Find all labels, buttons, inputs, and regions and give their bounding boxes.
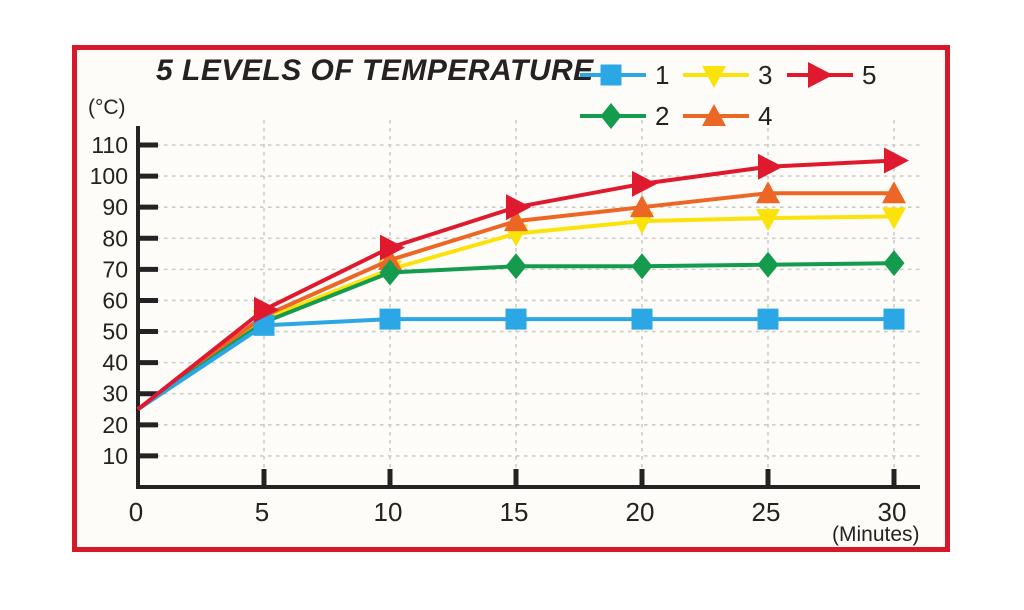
diamond-marker-icon	[883, 250, 905, 277]
x-tick-label: 0	[129, 497, 143, 527]
legend-label: 4	[758, 101, 773, 131]
legend-item-2: 2	[580, 101, 669, 131]
arrow-right-marker-icon	[632, 170, 657, 197]
triangle-up-marker-icon	[702, 104, 726, 126]
y-tick-label: 90	[102, 194, 128, 220]
y-tick-label: 80	[102, 225, 128, 251]
triangle-down-marker-icon	[756, 209, 780, 232]
x-axis-unit-label: (Minutes)	[832, 523, 920, 546]
arrow-right-marker-icon	[758, 153, 783, 180]
x-tick-label: 5	[255, 497, 269, 527]
triangle-down-marker-icon	[702, 66, 726, 88]
y-tick-label: 10	[102, 443, 128, 469]
y-tick-label: 100	[90, 163, 128, 189]
arrow-right-marker-icon	[506, 194, 531, 221]
triangle-up-marker-icon	[756, 181, 780, 204]
legend: 1 3 5 2 4	[580, 60, 940, 150]
triangle-down-marker-icon	[630, 212, 654, 235]
y-tick-label: 20	[102, 412, 128, 438]
triangle-up-marker-icon	[378, 248, 402, 271]
square-marker-icon	[757, 308, 779, 330]
diamond-marker-icon	[505, 253, 527, 280]
y-tick-label: 50	[102, 319, 128, 345]
diamond-marker-icon	[631, 253, 653, 280]
x-tick-label: 10	[374, 497, 403, 527]
arrow-right-marker-icon	[380, 234, 405, 261]
y-tick-label: 70	[102, 256, 128, 282]
x-tick-label: 20	[626, 497, 655, 527]
arrow-right-marker-icon	[254, 296, 279, 323]
series-line-5	[136, 158, 895, 411]
arrow-right-marker-icon	[884, 147, 909, 174]
legend-label: 5	[862, 60, 877, 90]
square-marker-icon	[379, 308, 401, 330]
legend-swatch	[683, 104, 749, 126]
triangle-up-marker-icon	[504, 209, 528, 232]
triangle-up-marker-icon	[882, 181, 906, 204]
diamond-marker-icon	[379, 259, 401, 286]
legend-label: 3	[758, 60, 773, 90]
y-tick-label: 60	[102, 287, 128, 313]
legend-swatch	[683, 66, 749, 88]
legend-swatch	[580, 103, 646, 129]
arrow-right-marker-icon	[808, 62, 833, 88]
triangle-up-marker-icon	[630, 195, 654, 218]
square-marker-icon	[600, 64, 622, 86]
chart-title: 5 LEVELS OF TEMPERATURE	[156, 54, 594, 87]
x-tick-label: 30	[878, 497, 907, 527]
square-marker-icon	[883, 308, 905, 330]
x-tick-label: 15	[500, 497, 529, 527]
triangle-down-marker-icon	[882, 207, 906, 230]
legend-label: 2	[655, 101, 670, 131]
legend-item-1: 1	[580, 60, 669, 90]
square-marker-icon	[505, 308, 527, 330]
diamond-marker-icon	[757, 251, 779, 278]
series-line-1	[136, 317, 894, 411]
chart-frame	[72, 45, 950, 552]
legend-swatch	[787, 62, 853, 88]
legend-label: 1	[655, 60, 670, 90]
legend-swatch	[580, 64, 646, 86]
legend-item-3: 3	[683, 60, 772, 90]
square-marker-icon	[631, 308, 653, 330]
diamond-marker-icon	[600, 103, 622, 129]
legend-item-4: 4	[683, 101, 772, 131]
y-axis-unit-label: (°C)	[88, 96, 126, 119]
y-tick-label: 40	[102, 350, 128, 376]
y-tick-label: 30	[102, 381, 128, 407]
y-tick-label: 110	[91, 132, 128, 158]
x-tick-label: 25	[752, 497, 781, 527]
legend-item-5: 5	[787, 60, 876, 90]
